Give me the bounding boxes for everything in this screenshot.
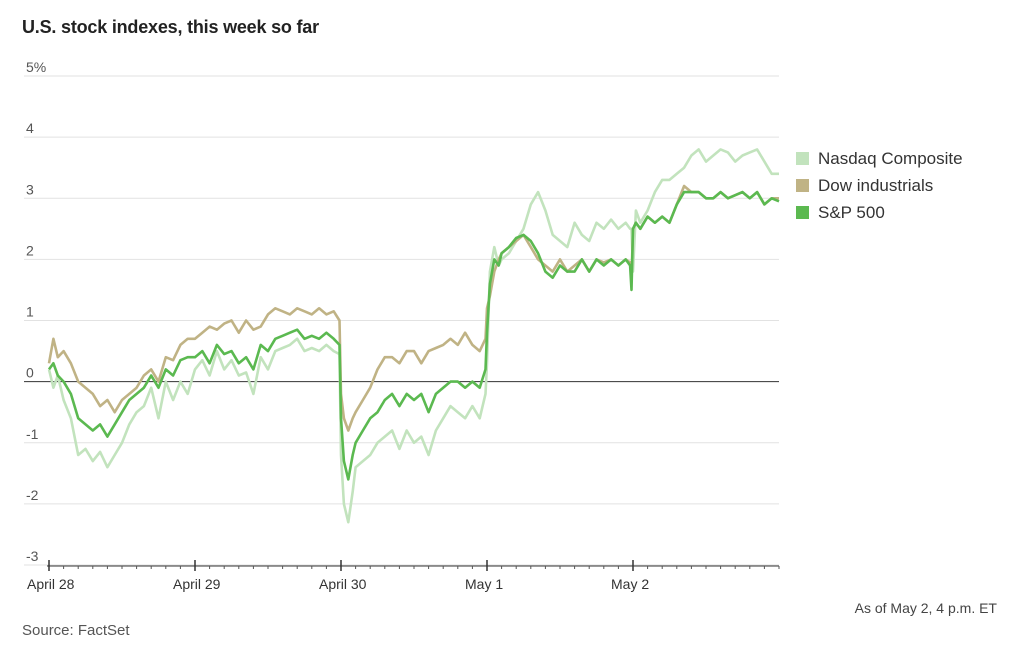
y-tick-label: 4 (26, 120, 34, 136)
series-layer (47, 148, 780, 524)
y-tick-label: 1 (26, 304, 34, 320)
legend-item: S&P 500 (796, 199, 963, 226)
legend-item: Dow industrials (796, 172, 963, 199)
y-tick-label: -1 (26, 426, 39, 442)
y-tick-label: 0 (26, 365, 34, 381)
y-tick-label: 5% (26, 59, 46, 75)
y-tick-label: -3 (26, 548, 39, 564)
x-tick-label: April 28 (27, 576, 75, 592)
series-line-nasdaq-composite (47, 148, 779, 524)
legend-label: Nasdaq Composite (818, 148, 963, 168)
grid-layer (24, 75, 779, 566)
y-tick-label: 3 (26, 181, 34, 197)
legend-swatch (796, 179, 809, 192)
legend-label: Dow industrials (818, 175, 934, 195)
x-tick-label: May 1 (465, 576, 503, 592)
y-tick-label: 2 (26, 242, 34, 258)
x-tick-label: April 30 (319, 576, 367, 592)
legend-swatch (796, 152, 809, 165)
series-line-s-p-500 (47, 190, 780, 481)
x-axis: April 28 April 29 April 30 May 1 May 2 (27, 560, 780, 592)
timestamp-note: As of May 2, 4 p.m. ET (854, 600, 997, 616)
legend-label: S&P 500 (818, 202, 885, 222)
chart-legend: Nasdaq Composite Dow industrials S&P 500 (796, 145, 963, 226)
x-tick-label: May 2 (611, 576, 649, 592)
source-note: Source: FactSet (22, 622, 130, 639)
y-tick-label: -2 (26, 487, 39, 503)
legend-item: Nasdaq Composite (796, 145, 963, 172)
x-tick-label: April 29 (173, 576, 221, 592)
legend-swatch (796, 206, 809, 219)
chart-title: U.S. stock indexes, this week so far (22, 17, 319, 37)
y-axis-labels: 5% 4 3 2 1 0 -1 -2 -3 (26, 59, 46, 564)
